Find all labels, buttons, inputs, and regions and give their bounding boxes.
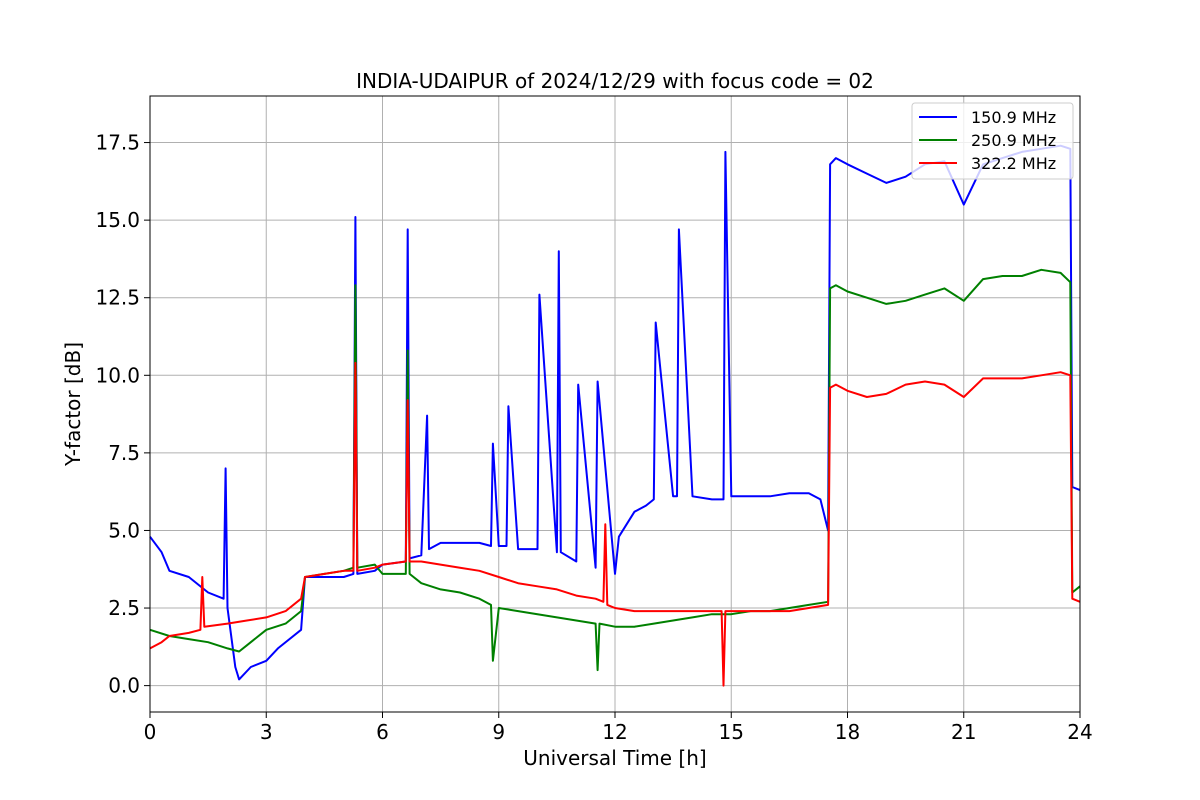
x-tick-label: 15: [719, 720, 744, 744]
legend-label: 322.2 MHz: [971, 154, 1056, 173]
x-tick-label: 9: [492, 720, 505, 744]
x-tick-label: 18: [835, 720, 860, 744]
x-tick-label: 3: [260, 720, 273, 744]
x-tick-label: 24: [1067, 720, 1092, 744]
legend: 150.9 MHz 250.9 MHz 322.2 MHz: [911, 102, 1074, 180]
y-axis-ticks: 0.0 2.5 5.0 7.5 10.0 12.5 15.0 17.5: [95, 131, 150, 698]
x-axis-ticks: 0 3 6 9 12 15 18 21 24: [144, 712, 1093, 744]
x-tick-label: 0: [144, 720, 157, 744]
y-tick-label: 7.5: [108, 441, 140, 465]
x-tick-label: 12: [602, 720, 627, 744]
chart-title: INDIA-UDAIPUR of 2024/12/29 with focus c…: [356, 69, 874, 93]
x-axis-label: Universal Time [h]: [523, 746, 706, 770]
legend-label: 150.9 MHz: [971, 108, 1056, 127]
y-axis-label: Y-factor [dB]: [61, 342, 85, 467]
x-tick-label: 6: [376, 720, 389, 744]
y-tick-label: 10.0: [95, 363, 140, 387]
y-tick-label: 15.0: [95, 208, 140, 232]
y-tick-label: 17.5: [95, 131, 140, 155]
y-tick-label: 5.0: [108, 518, 140, 542]
y-tick-label: 0.0: [108, 674, 140, 698]
series-lines: [149, 144, 1081, 687]
y-tick-label: 12.5: [95, 286, 140, 310]
series-line-322-2-mhz: [149, 361, 1081, 687]
x-tick-label: 21: [951, 720, 976, 744]
legend-label: 250.9 MHz: [971, 131, 1056, 150]
y-tick-label: 2.5: [108, 596, 140, 620]
legend-box: [911, 102, 1074, 180]
